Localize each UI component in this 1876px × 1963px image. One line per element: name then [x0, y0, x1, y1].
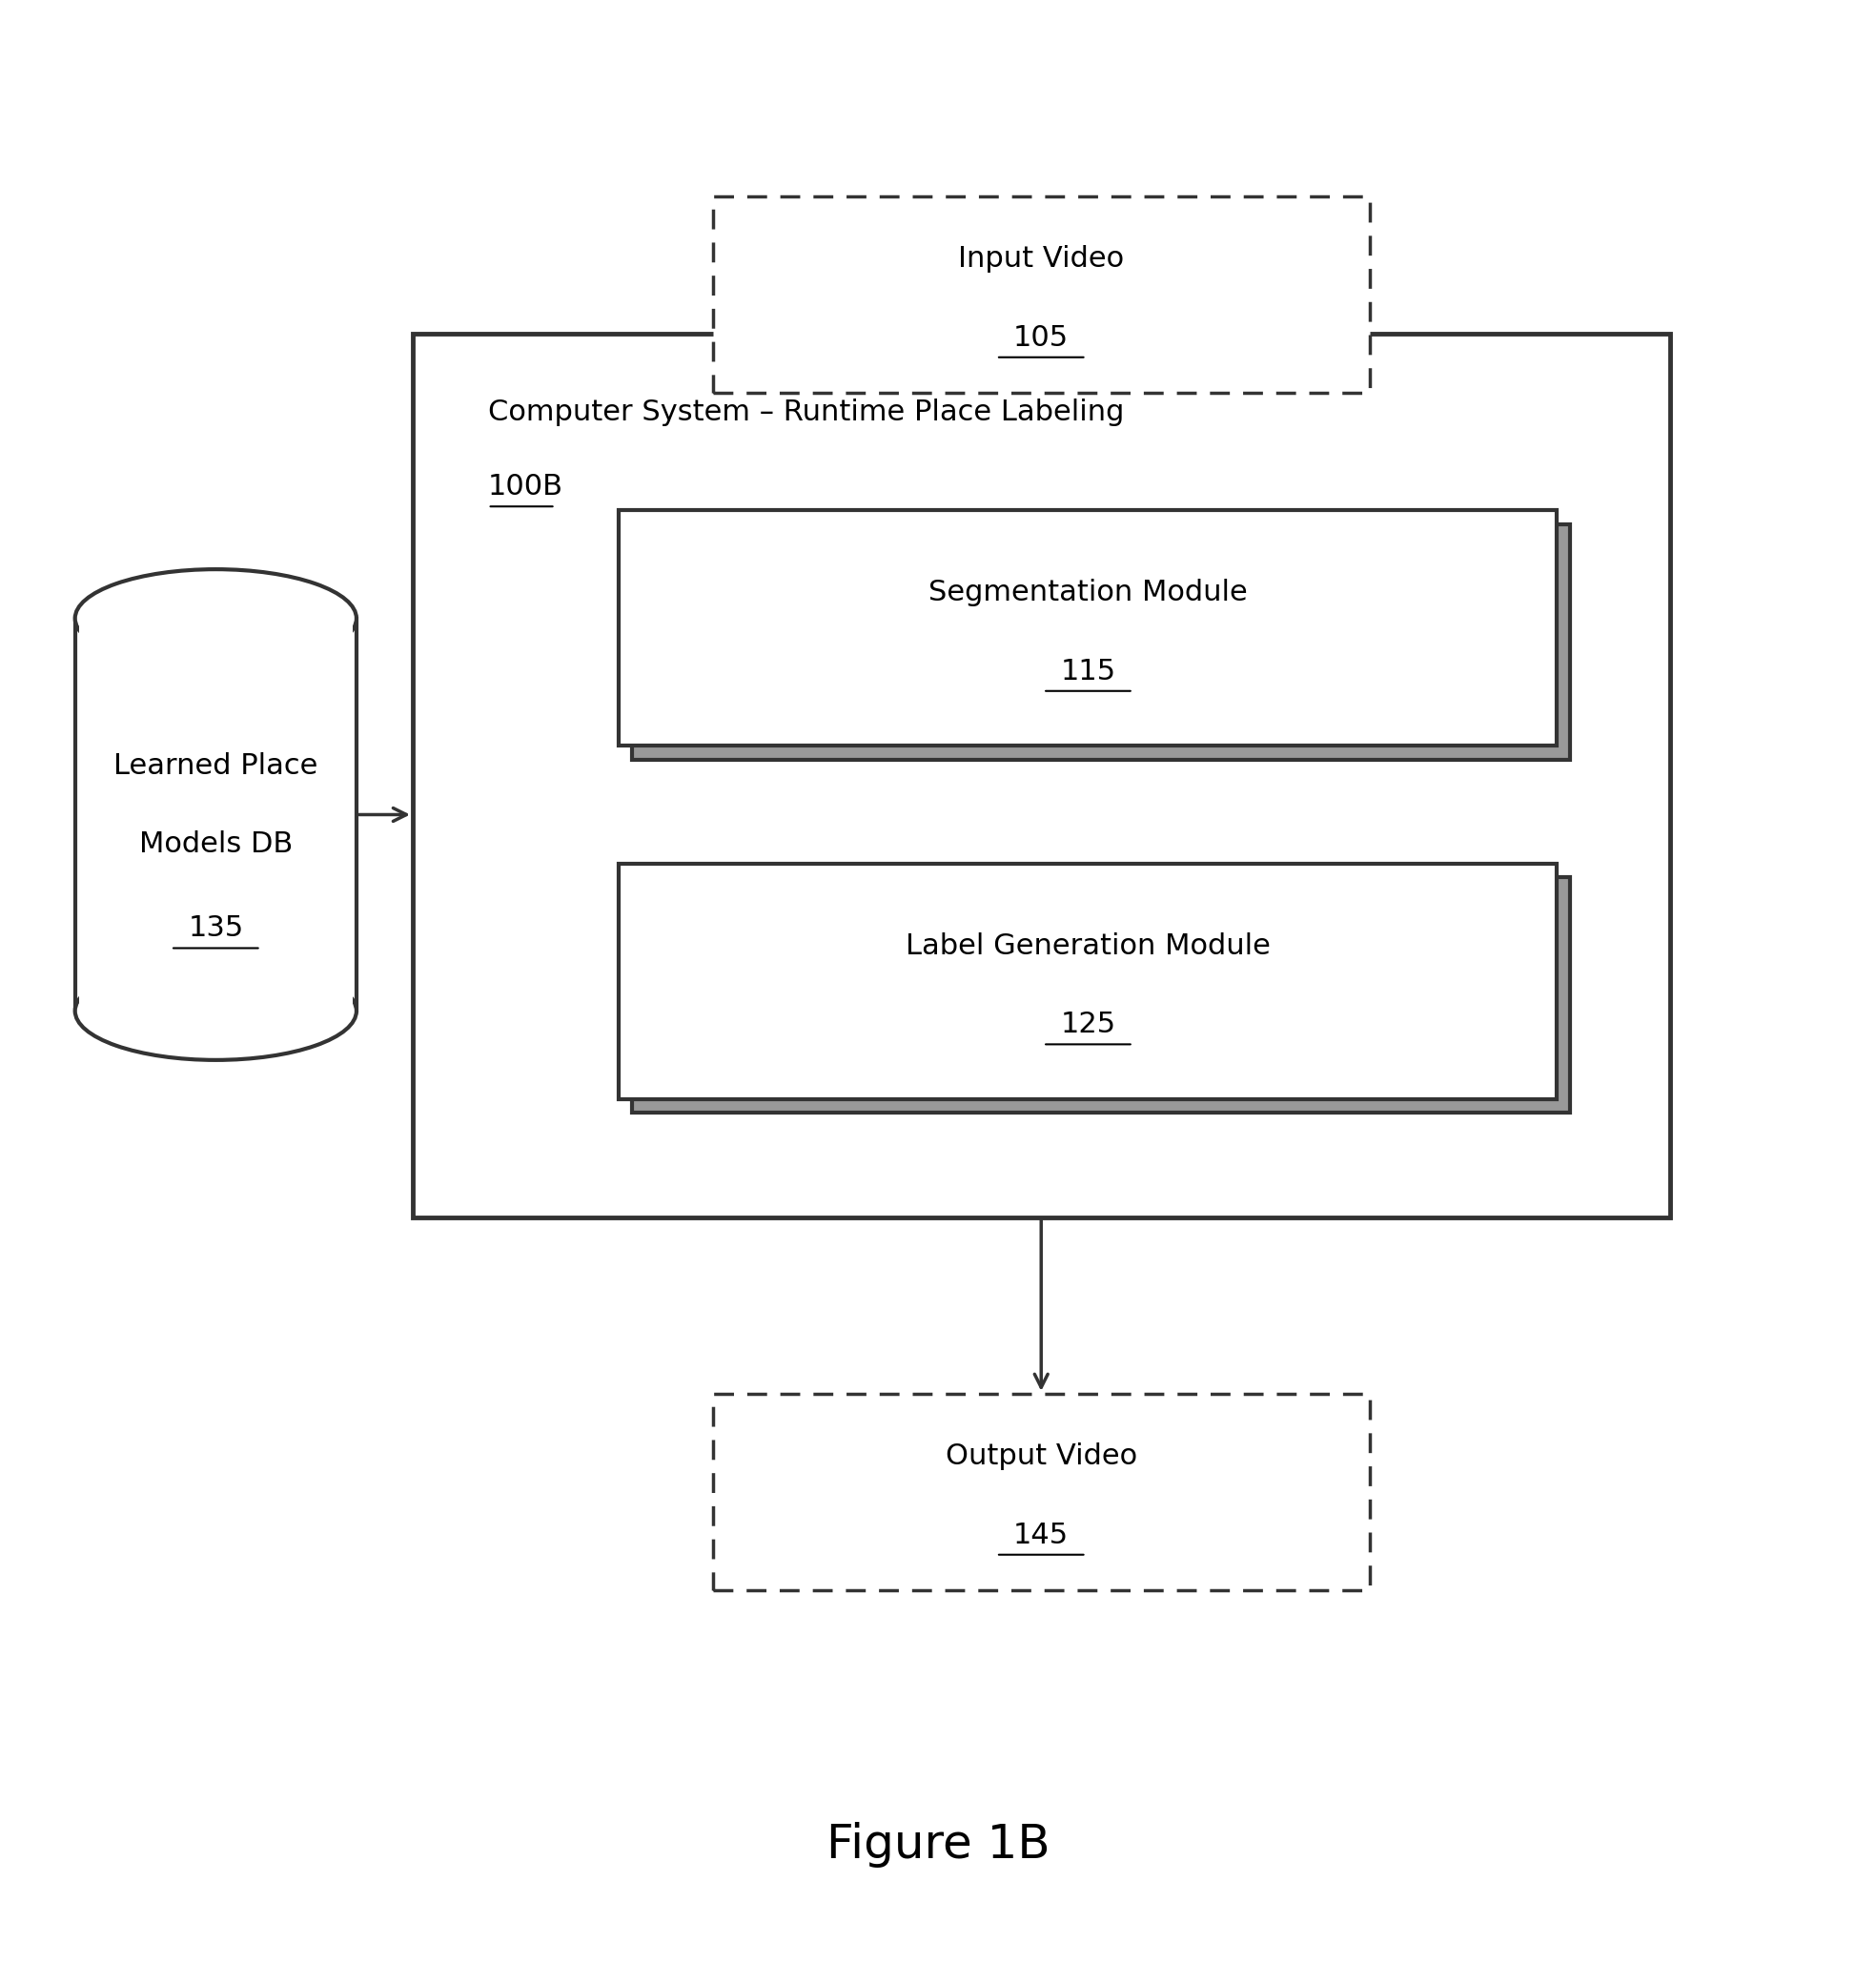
FancyBboxPatch shape	[619, 510, 1557, 746]
Text: 145: 145	[1013, 1521, 1069, 1549]
Text: 115: 115	[1060, 658, 1116, 685]
Text: Learned Place: Learned Place	[114, 752, 317, 779]
Text: Input Video: Input Video	[959, 245, 1124, 273]
Text: 135: 135	[188, 915, 244, 942]
Text: Output Video: Output Video	[946, 1443, 1137, 1470]
Ellipse shape	[75, 569, 356, 667]
Polygon shape	[79, 622, 353, 1007]
Text: Label Generation Module: Label Generation Module	[906, 932, 1270, 960]
Text: Figure 1B: Figure 1B	[825, 1822, 1051, 1869]
Text: Computer System – Runtime Place Labeling: Computer System – Runtime Place Labeling	[488, 398, 1124, 426]
FancyBboxPatch shape	[632, 877, 1570, 1113]
FancyBboxPatch shape	[619, 864, 1557, 1099]
Ellipse shape	[75, 962, 356, 1060]
Polygon shape	[75, 618, 356, 1011]
FancyBboxPatch shape	[413, 334, 1670, 1217]
Text: 100B: 100B	[488, 473, 563, 501]
FancyBboxPatch shape	[713, 196, 1369, 393]
FancyBboxPatch shape	[713, 1394, 1369, 1590]
Text: Models DB: Models DB	[139, 830, 293, 858]
Text: 105: 105	[1013, 324, 1069, 351]
Text: Segmentation Module: Segmentation Module	[929, 579, 1248, 607]
FancyBboxPatch shape	[632, 524, 1570, 760]
Text: 125: 125	[1060, 1011, 1116, 1038]
